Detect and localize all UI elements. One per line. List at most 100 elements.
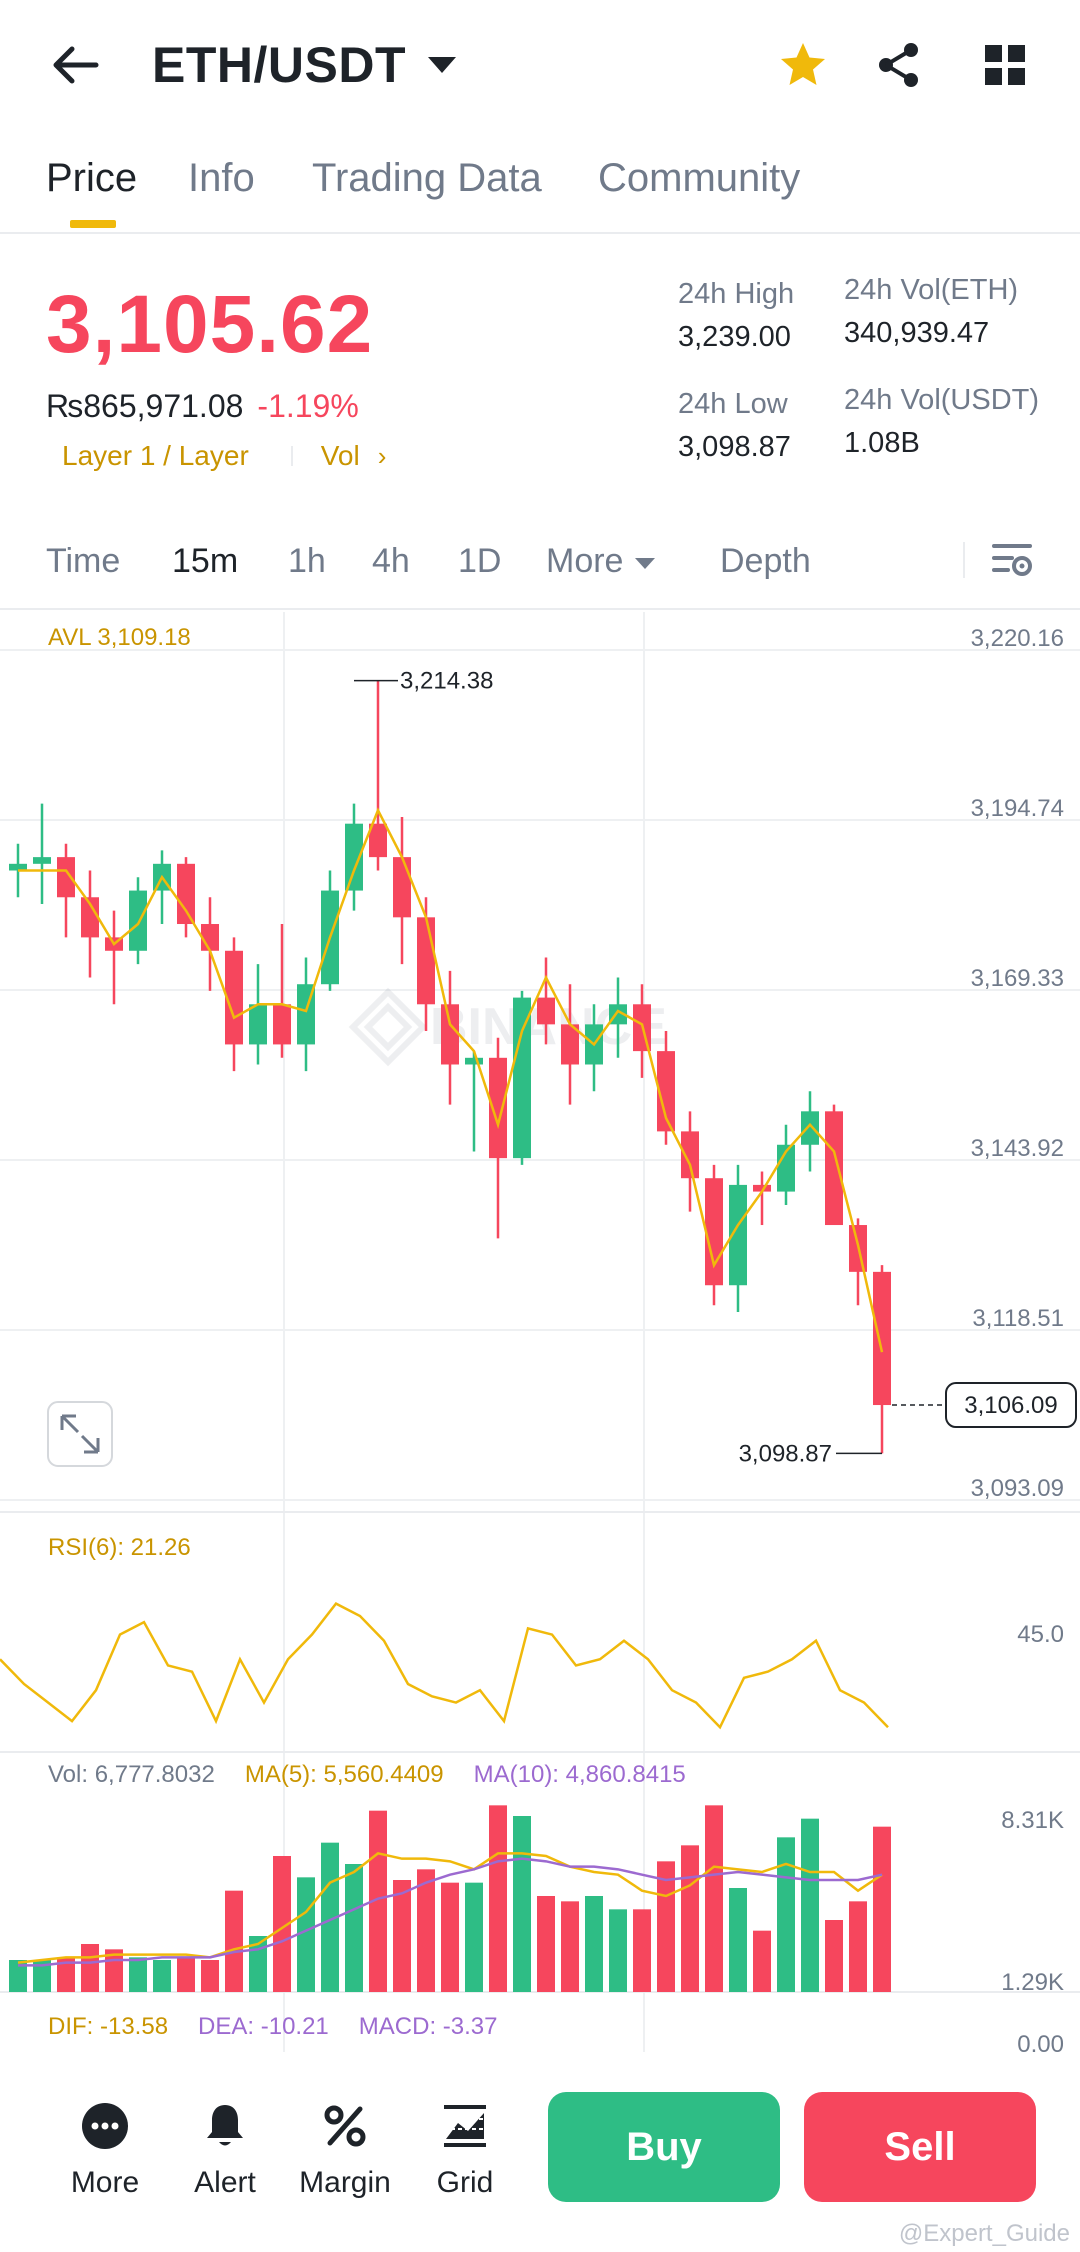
stat-24h-high: 24h High 3,239.00 [678,278,794,354]
candle-body [801,1111,819,1145]
rsi-label: RSI(6): 21.26 [48,1534,191,1561]
favorite-button[interactable] [770,32,836,98]
candle-body [177,863,195,925]
candle-body [537,997,555,1025]
chart-area[interactable]: BINANCE AVL 3,109.18 3,220.16 3,194.74 3,1… [0,612,1080,2062]
volume-bar [561,1901,579,1992]
volume-bar [513,1816,531,1992]
grid-bot-button[interactable]: Grid [410,2098,520,2200]
kline-chart[interactable]: BINANCE AVL 3,109.18 3,220.16 3,194.74 3,1… [0,612,1080,2062]
expand-chart-button[interactable] [47,1401,113,1467]
price-tick-label: 3,220.16 [971,625,1064,652]
vol-ma5-label: MA(5): 5,560.4409 [245,1761,444,1788]
price-axis: 3,220.16 3,194.74 3,169.33 3,143.92 3,118.51… [971,625,1064,1502]
volume-bar [777,1837,795,1992]
volume-bar [57,1957,75,1992]
candle-body [225,950,243,1045]
timeframe-bar: Time 15m 1h 4h 1D More Depth [0,530,1080,610]
price-annotations: 3,214.38 3,098.87 3,106.09 [354,668,1077,1467]
vol-tick-low: 1.29K [1001,1969,1064,1996]
candle-body [201,924,219,951]
tf-15m[interactable]: 15m [172,542,239,580]
current-price-label: 3,106.09 [964,1392,1057,1419]
vol-label: Vol: 6,777.8032 [48,1761,215,1788]
star-icon [781,43,825,85]
pair-selector[interactable]: ETH/USDT [152,36,456,94]
category-tag[interactable]: Layer 1 / Layer [62,440,249,471]
pair-label: ETH/USDT [152,37,406,93]
tf-1d[interactable]: 1D [458,542,502,580]
price-tick-label: 3,194.74 [971,795,1064,822]
rsi-tick: 45.0 [1017,1621,1064,1648]
change-percent: -1.19% [257,388,359,424]
tf-depth[interactable]: Depth [720,542,811,580]
tf-time[interactable]: Time [46,542,121,580]
more-dots-icon [82,2103,128,2149]
volume-bar [729,1888,747,1992]
tf-more[interactable]: More [546,542,656,581]
share-icon [879,43,918,87]
candle-body [465,1057,483,1065]
candle-body [345,823,363,891]
candle-body [705,1178,723,1286]
stat-value: 3,239.00 [678,321,791,353]
tag-divider [290,446,293,466]
candle-body [513,997,531,1159]
candle-body [369,823,387,858]
buy-button[interactable]: Buy [548,2092,780,2202]
stat-label: 24h Low [678,388,788,420]
stat-label: 24h Vol(USDT) [844,384,1040,416]
price-tick-label: 3,143.92 [971,1135,1064,1162]
candle-body [489,1057,507,1159]
rsi-line [0,1602,889,1730]
tf-1h[interactable]: 1h [288,542,326,580]
alert-button[interactable]: Alert [170,2098,280,2200]
more-button[interactable]: More [50,2098,160,2200]
tab-trading-data[interactable]: Trading Data [312,156,542,200]
fiat-price: ₨865,971.08 [46,388,244,424]
volume-bar [81,1944,99,1992]
ma-line [18,807,884,1353]
stat-label: 24h High [678,278,795,310]
stat-24h-low: 24h Low 3,098.87 [678,388,791,464]
macd-panel: DIF: -13.58 DEA: -10.21 MACD: -3.37 0.00 [48,2013,1064,2058]
margin-button[interactable]: Margin [290,2098,400,2200]
vol-tag[interactable]: Vol [320,440,360,471]
candle-body [729,1184,747,1286]
volume-bar [441,1882,459,1992]
price-tick-label: 3,169.33 [971,965,1064,992]
candle-body [129,890,147,951]
arrow-left-icon [53,46,99,84]
last-price: 3,105.62 [46,279,374,370]
caret-down-icon [428,57,456,73]
active-tab-indicator [70,220,116,228]
stat-value: 1.08B [844,427,920,459]
stat-24h-vol-eth: 24h Vol(ETH) 340,939.47 [844,274,1018,350]
candle-body [777,1144,795,1192]
bell-icon [207,2105,243,2146]
high-annotation-label: 3,214.38 [400,668,493,695]
layout-button[interactable] [972,32,1038,98]
tf-4h[interactable]: 4h [372,542,410,580]
avl-label: AVL 3,109.18 [48,624,191,651]
volume-bar [585,1896,603,1992]
price-sub: ₨865,971.08 -1.19% [46,388,359,425]
volume-bar [417,1869,435,1992]
tab-info[interactable]: Info [188,156,255,200]
volume-bar [873,1826,891,1992]
volume-bar [537,1896,555,1992]
tab-price[interactable]: Price [46,156,138,200]
share-button[interactable] [866,32,932,98]
chart-grid [0,612,1080,2052]
candle-body [825,1111,843,1226]
volume-bar [849,1901,867,1992]
back-button[interactable] [40,30,110,100]
sell-button[interactable]: Sell [804,2092,1036,2202]
volume-bar [129,1957,147,1992]
volume-bar [201,1960,219,1992]
credit-watermark: @Expert_Guide [898,2220,1070,2247]
chart-settings-button[interactable] [986,532,1038,584]
tab-community[interactable]: Community [598,156,801,200]
candle-body [393,857,411,918]
candle-body [81,897,99,938]
